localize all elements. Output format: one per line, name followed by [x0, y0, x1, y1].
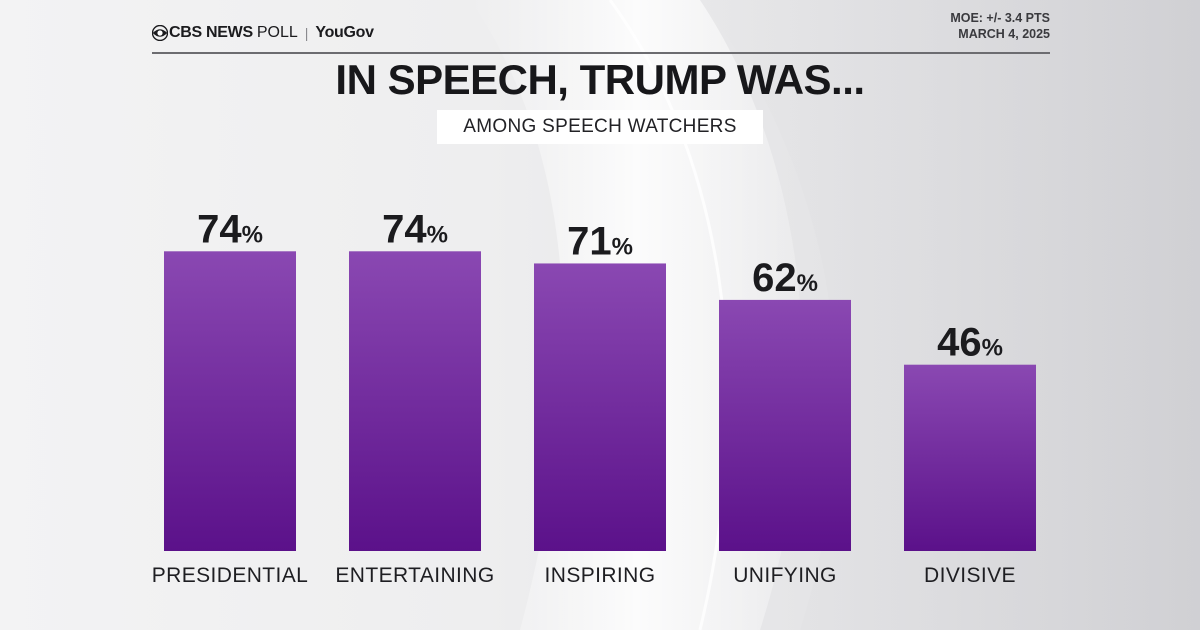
brand-cbs-news: CBS NEWS	[169, 24, 253, 41]
bar-unifying	[719, 299, 851, 551]
brand-poll: POLL	[256, 24, 298, 41]
category-label-inspiring: INSPIRING	[545, 564, 656, 587]
chart-subtitle: AMONG SPEECH WATCHERS	[437, 110, 763, 144]
chart-title: IN SPEECH, TRUMP WAS...	[335, 56, 865, 103]
category-label-divisive: DIVISIVE	[924, 564, 1016, 587]
header: CBS NEWS POLL | YouGov MOE: +/- 3.4 PTS …	[152, 11, 1050, 54]
bar-inspiring	[534, 263, 666, 551]
poll-meta: MOE: +/- 3.4 PTS MARCH 4, 2025	[950, 10, 1050, 42]
bar-divisive	[904, 364, 1036, 551]
bar-value-unifying: 62%	[752, 256, 818, 300]
category-label-entertaining: ENTERTAINING	[335, 564, 494, 587]
brand-logo: CBS NEWS POLL | YouGov	[152, 24, 374, 42]
cbs-eye-icon	[152, 25, 168, 41]
margin-of-error: MOE: +/- 3.4 PTS	[950, 11, 1050, 25]
brand-yougov: YouGov	[315, 24, 374, 41]
bar-presidential	[164, 251, 296, 552]
poll-date: MARCH 4, 2025	[958, 27, 1050, 41]
bar-value-inspiring: 71%	[567, 219, 633, 263]
category-label-unifying: UNIFYING	[733, 564, 837, 587]
bar-value-presidential: 74%	[197, 207, 263, 251]
subtitle-container: AMONG SPEECH WATCHERS	[0, 110, 1200, 144]
category-label-presidential: PRESIDENTIAL	[152, 564, 309, 587]
bar-value-divisive: 46%	[937, 321, 1003, 365]
brand-separator: |	[304, 25, 309, 41]
bar-value-entertaining: 74%	[382, 207, 448, 251]
bar-entertaining	[349, 251, 481, 552]
